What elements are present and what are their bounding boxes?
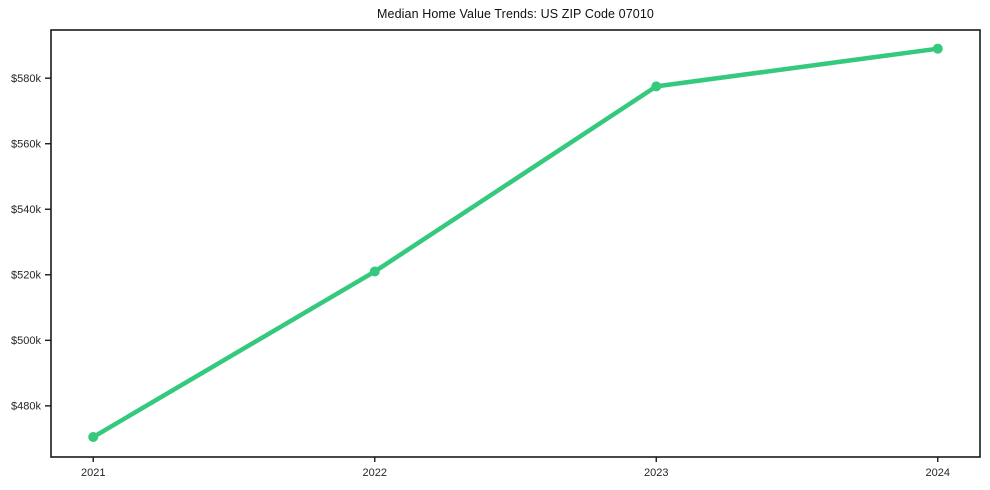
chart-title: Median Home Value Trends: US ZIP Code 07… bbox=[377, 7, 654, 21]
y-tick-label: $580k bbox=[11, 73, 41, 85]
plot-frame bbox=[50, 29, 981, 458]
x-tick-label: 2022 bbox=[363, 467, 387, 479]
y-tick-label: $480k bbox=[11, 401, 41, 413]
data-point-marker bbox=[651, 81, 662, 92]
y-tick-label: $560k bbox=[11, 139, 41, 151]
data-point-marker bbox=[369, 266, 380, 277]
y-tick-label: $500k bbox=[11, 335, 41, 347]
y-tick-label: $520k bbox=[11, 270, 41, 282]
x-tick-label: 2021 bbox=[81, 467, 105, 479]
trend-line bbox=[90, 46, 941, 440]
x-tick-label: 2024 bbox=[926, 467, 950, 479]
x-tick-label: 2023 bbox=[644, 467, 668, 479]
data-point-marker bbox=[88, 432, 99, 443]
y-tick-label: $540k bbox=[11, 204, 41, 216]
data-point-marker bbox=[932, 43, 943, 54]
